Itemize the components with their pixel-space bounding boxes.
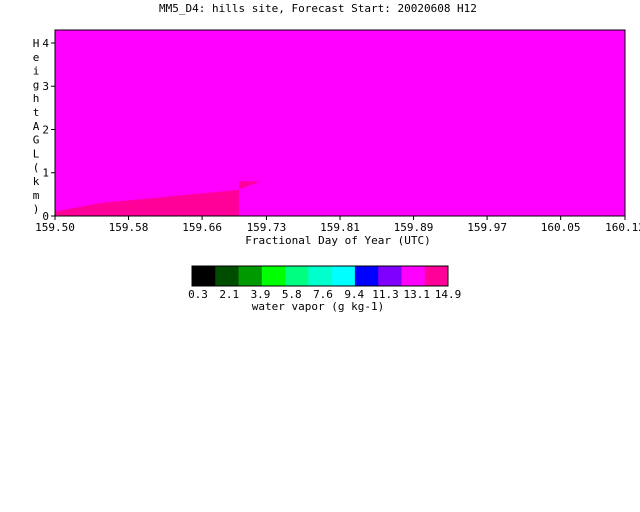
- contour-band-8: [55, 30, 625, 160]
- colorbar-swatch: [401, 266, 426, 286]
- colorbar-swatch: [424, 266, 449, 286]
- colorbar-tick-label: 9.4: [344, 288, 364, 301]
- colorbar-swatch: [331, 266, 356, 286]
- colorbar-swatch: [378, 266, 402, 286]
- y-label-char: m: [33, 189, 40, 202]
- x-axis-ticks: 159.50 159.58 159.66 159.73 159.81 159.89 159.…: [35, 216, 640, 234]
- colorbar-tick-label: 0.3: [188, 288, 208, 301]
- colorbar-tick-label: 13.1: [404, 288, 431, 301]
- y-label-char: e: [33, 51, 40, 64]
- colorbar-tick-label: 3.9: [251, 288, 271, 301]
- colorbar-swatch: [354, 266, 379, 286]
- y-tick-label: 2: [42, 123, 49, 136]
- x-tick-label: 159.89: [394, 221, 434, 234]
- colorbar-tick-label: 7.6: [313, 288, 333, 301]
- colorbar-swatch: [261, 266, 286, 286]
- x-tick-label: 159.50: [35, 221, 75, 234]
- x-tick-label: 159.66: [182, 221, 222, 234]
- y-label-char: (: [33, 161, 40, 174]
- x-tick-label: 160.12: [605, 221, 640, 234]
- y-label-char: ): [33, 203, 40, 216]
- y-tick-label: 4: [42, 37, 49, 50]
- y-label-char: h: [33, 92, 40, 105]
- colorbar-swatch: [215, 266, 240, 286]
- plot-area: [54, 29, 626, 217]
- x-tick-label: 159.73: [247, 221, 287, 234]
- colorbar-tick-label: 11.3: [372, 288, 399, 301]
- colorbar-frame: [191, 265, 449, 287]
- colorbar: 0.3 2.1 3.9 5.8 7.6 9.4 11.3 13.1 14.9: [188, 265, 462, 301]
- y-axis-ticks: 0 1 2 3 4: [42, 37, 55, 223]
- x-tick-label: 159.58: [109, 221, 149, 234]
- x-tick-label: 160.05: [541, 221, 581, 234]
- colorbar-swatch: [238, 266, 263, 286]
- y-label-char: t: [33, 106, 40, 119]
- colorbar-label: water vapor (g kg-1): [252, 300, 384, 313]
- y-label-char: H: [33, 37, 40, 50]
- x-tick-label: 159.81: [320, 221, 360, 234]
- colorbar-tick-label: 5.8: [282, 288, 302, 301]
- chart-title: MM5_D4: hills site, Forecast Start: 2002…: [159, 2, 477, 15]
- colorbar-swatch: [285, 266, 309, 286]
- y-label-char: g: [33, 78, 40, 91]
- y-label-char: G: [33, 134, 40, 147]
- colorbar-tick-label: 2.1: [219, 288, 239, 301]
- y-label-char: k: [33, 175, 40, 188]
- colorbar-swatch: [308, 266, 333, 286]
- y-tick-label: 3: [42, 80, 49, 93]
- colorbar-tick-label: 14.9: [435, 288, 462, 301]
- x-axis-label: Fractional Day of Year (UTC): [245, 234, 430, 247]
- y-tick-label: 0: [42, 210, 49, 223]
- y-tick-label: 1: [42, 167, 49, 180]
- contour-band-high: [55, 181, 283, 216]
- y-label-char: L: [33, 147, 40, 160]
- x-tick-label: 159.97: [467, 221, 507, 234]
- y-label-char: A: [33, 120, 40, 133]
- colorbar-swatch: [192, 266, 216, 286]
- y-label-char: i: [33, 65, 40, 78]
